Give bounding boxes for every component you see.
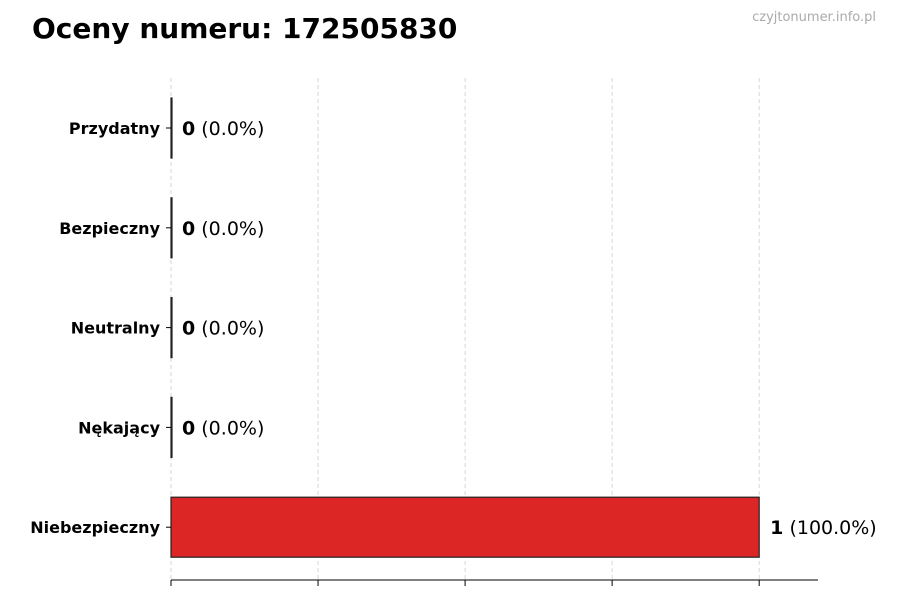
bar <box>170 396 173 458</box>
bar <box>170 496 760 558</box>
value-count: 0 <box>182 118 195 140</box>
value-percent: (0.0%) <box>195 417 264 439</box>
bar <box>170 297 173 359</box>
bar <box>170 97 173 159</box>
value-label: 0 (0.0%) <box>182 118 264 140</box>
value-label: 0 (0.0%) <box>182 218 264 240</box>
value-label: 0 (0.0%) <box>182 318 264 340</box>
value-count: 1 <box>770 517 783 539</box>
watermark: czyjtonumer.info.pl <box>752 10 876 25</box>
category-label: Neutralny <box>71 319 161 338</box>
value-label: 1 (100.0%) <box>770 517 877 539</box>
value-count: 0 <box>182 417 195 439</box>
category-label: Przydatny <box>69 119 161 138</box>
category-label: Niebezpieczny <box>30 518 160 537</box>
value-label: 0 (0.0%) <box>182 417 264 439</box>
value-percent: (0.0%) <box>195 118 264 140</box>
value-percent: (0.0%) <box>195 218 264 240</box>
value-percent: (0.0%) <box>195 318 264 340</box>
value-percent: (100.0%) <box>783 517 876 539</box>
value-count: 0 <box>182 318 195 340</box>
category-label: Bezpieczny <box>59 219 160 238</box>
category-label: Nękający <box>78 418 160 437</box>
value-count: 0 <box>182 218 195 240</box>
bar <box>170 197 173 259</box>
chart-title: Oceny numeru: 172505830 <box>32 12 458 45</box>
